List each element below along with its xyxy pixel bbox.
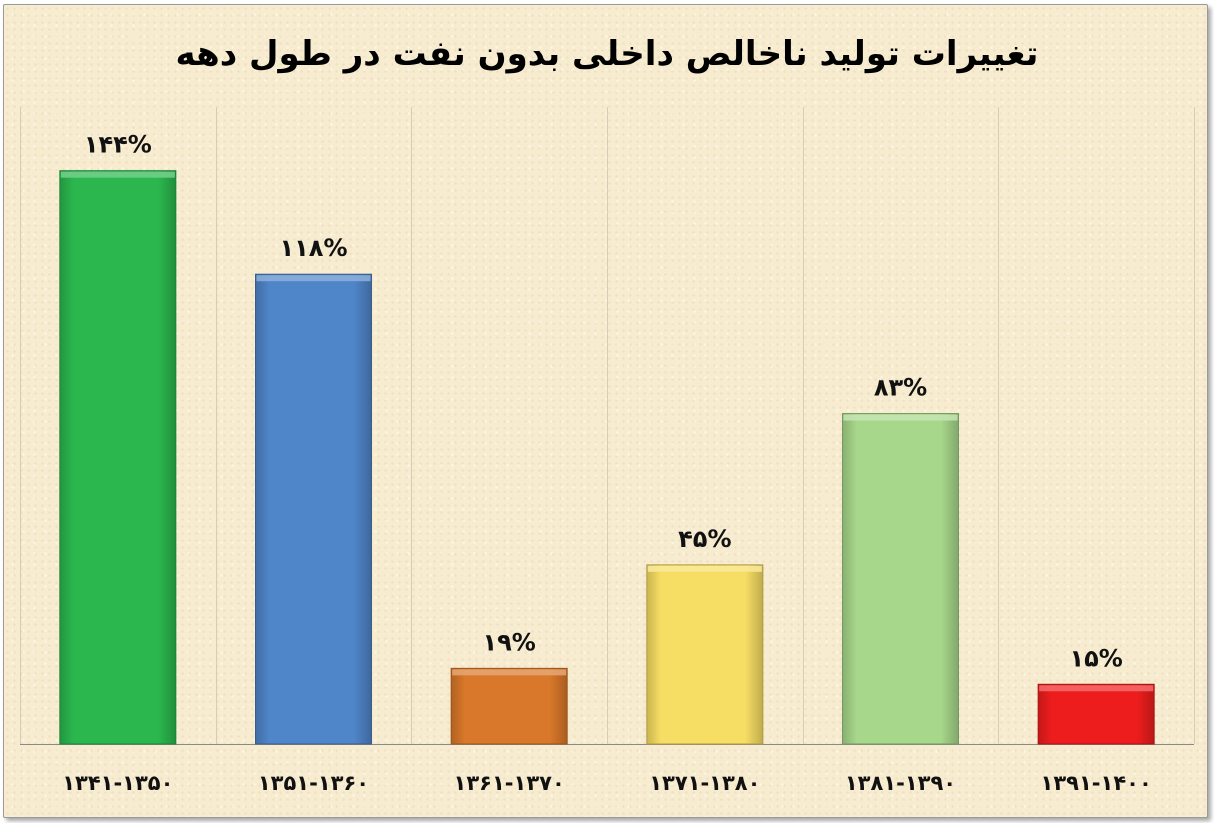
bar: [1037, 683, 1155, 745]
category-label: ۱۳۸۱-۱۳۹۰: [845, 771, 956, 795]
bar: [59, 170, 177, 745]
data-label: ۱۵%: [1069, 644, 1122, 672]
data-label: ۱۹%: [482, 628, 535, 656]
chart-frame: [3, 4, 1208, 818]
bar-bevel: [60, 171, 175, 178]
data-label: ۴۵%: [678, 525, 731, 553]
bar: [842, 413, 959, 745]
category-label: ۱۳۹۱-۱۴۰۰: [1041, 771, 1152, 795]
bar: [450, 667, 568, 745]
bar-bevel: [647, 565, 762, 572]
bar-bevel: [1039, 685, 1154, 692]
data-label: ۸۳%: [874, 374, 927, 402]
bar: [255, 273, 372, 745]
bar: [646, 564, 764, 745]
data-label: ۱۴۴%: [84, 131, 152, 159]
bar-bevel: [843, 414, 958, 421]
category-label: ۱۳۵۱-۱۳۶۰: [258, 771, 369, 795]
category-label: ۱۳۴۱-۱۳۵۰: [62, 771, 173, 795]
chart-title: تغییرات تولید ناخالص داخلی بدون نفت در ط…: [175, 34, 1039, 74]
data-label: ۱۱۸%: [280, 234, 348, 262]
bar-bevel: [256, 275, 371, 282]
category-label: ۱۳۶۱-۱۳۷۰: [454, 771, 565, 795]
category-label: ۱۳۷۱-۱۳۸۰: [649, 771, 760, 795]
bar-bevel: [452, 669, 567, 676]
